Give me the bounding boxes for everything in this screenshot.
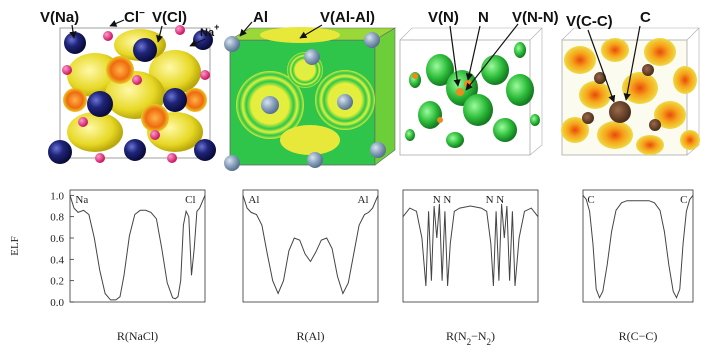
na-atom [78, 117, 88, 127]
label-n: N [478, 9, 489, 26]
label-v-na: V(Na) [40, 9, 79, 26]
c-atoms [582, 64, 661, 131]
label-v-n-n: V(N-N) [512, 9, 559, 26]
atom-label: Al [358, 194, 369, 206]
label-na-plus: Na+ [200, 22, 219, 39]
atom-label: N N [486, 194, 505, 206]
n2-structure: V(N) N V(N-N) [399, 9, 559, 156]
cl-atom [48, 140, 72, 164]
label-v-n: V(N) [428, 9, 459, 26]
elf-curve [402, 203, 539, 287]
na-atom [95, 153, 105, 163]
al-atom [307, 152, 323, 168]
cl-atom [194, 139, 216, 161]
c-atom [609, 101, 631, 123]
atom-label: Al [248, 194, 259, 206]
al-atom [261, 96, 279, 114]
al-atom [224, 155, 240, 171]
plot-frame [242, 189, 379, 303]
label-cl-minus: Cl− [124, 8, 145, 26]
plot-frame [582, 189, 694, 303]
al-structure: Al V(Al-Al) [224, 9, 397, 171]
c-atom [594, 72, 606, 84]
y-tick-label: 0.8 [50, 212, 64, 224]
y-tick-label: 0.2 [50, 276, 64, 288]
cl-atom [133, 38, 157, 62]
y-tick-label: 0.6 [50, 233, 64, 245]
na-atom [167, 153, 177, 163]
c-elf-lobes [561, 38, 700, 155]
label-c: C [640, 9, 651, 26]
label-v-al-al: V(Al-Al) [320, 9, 375, 26]
al-atom [337, 94, 353, 110]
x-axis-label: R(N2−N2) [446, 329, 495, 347]
nacl-structure: V(Na) Cl− V(Cl) Na+ [40, 8, 219, 164]
al-atom [304, 49, 320, 65]
elf-curve [69, 195, 206, 301]
elf-plots: 1.0 0.8 0.6 0.4 0.2 0.0 ELF Na Cl R(NaCl) Al Al R(Al… [9, 189, 694, 347]
al-atom [224, 36, 240, 52]
x-axis-label: R(Al) [297, 329, 325, 343]
y-axis-label: ELF [9, 236, 21, 256]
n2-elf-lobes [405, 42, 540, 148]
cl-atom [163, 88, 187, 112]
y-tick-label: 1.0 [50, 190, 64, 202]
cl-atom [64, 32, 86, 54]
x-axis-label: R(C−C) [619, 329, 658, 343]
al-atom [364, 32, 380, 48]
atom-label: Na [75, 194, 88, 206]
na-atom [62, 65, 72, 75]
n-atom [456, 88, 464, 96]
nacl-cl-atoms [48, 30, 216, 164]
al-atom [370, 142, 386, 158]
al-atoms [224, 32, 386, 171]
nacl-na-atoms [62, 25, 210, 163]
c-atom [642, 64, 654, 76]
atom-label: N N [433, 194, 452, 206]
x-axis-label: R(NaCl) [117, 329, 158, 343]
c-atom [582, 112, 594, 124]
plot-frame [69, 189, 206, 303]
cl-atom [124, 139, 146, 161]
na-atom [103, 31, 113, 41]
na-atom [132, 75, 142, 85]
y-tick-label: 0.0 [50, 297, 64, 309]
na-atom [200, 70, 210, 80]
label-v-cl: V(Cl) [152, 9, 187, 26]
n-atom [437, 117, 443, 123]
atom-label: C [680, 194, 687, 206]
na-atom [175, 25, 185, 35]
c-atom [649, 119, 661, 131]
na-atom [150, 130, 160, 140]
elf-curve [242, 195, 379, 295]
atom-label: C [587, 194, 594, 206]
label-al: Al [253, 9, 268, 26]
plot-frame [402, 189, 539, 303]
n-atom [412, 73, 418, 79]
y-tick-label: 0.4 [50, 254, 64, 266]
c-structure: V(C-C) C [561, 9, 700, 156]
atom-label: Cl [185, 194, 195, 206]
cl-atom [87, 91, 113, 117]
elf-curve [582, 194, 694, 299]
label-v-c-c: V(C-C) [566, 13, 613, 30]
